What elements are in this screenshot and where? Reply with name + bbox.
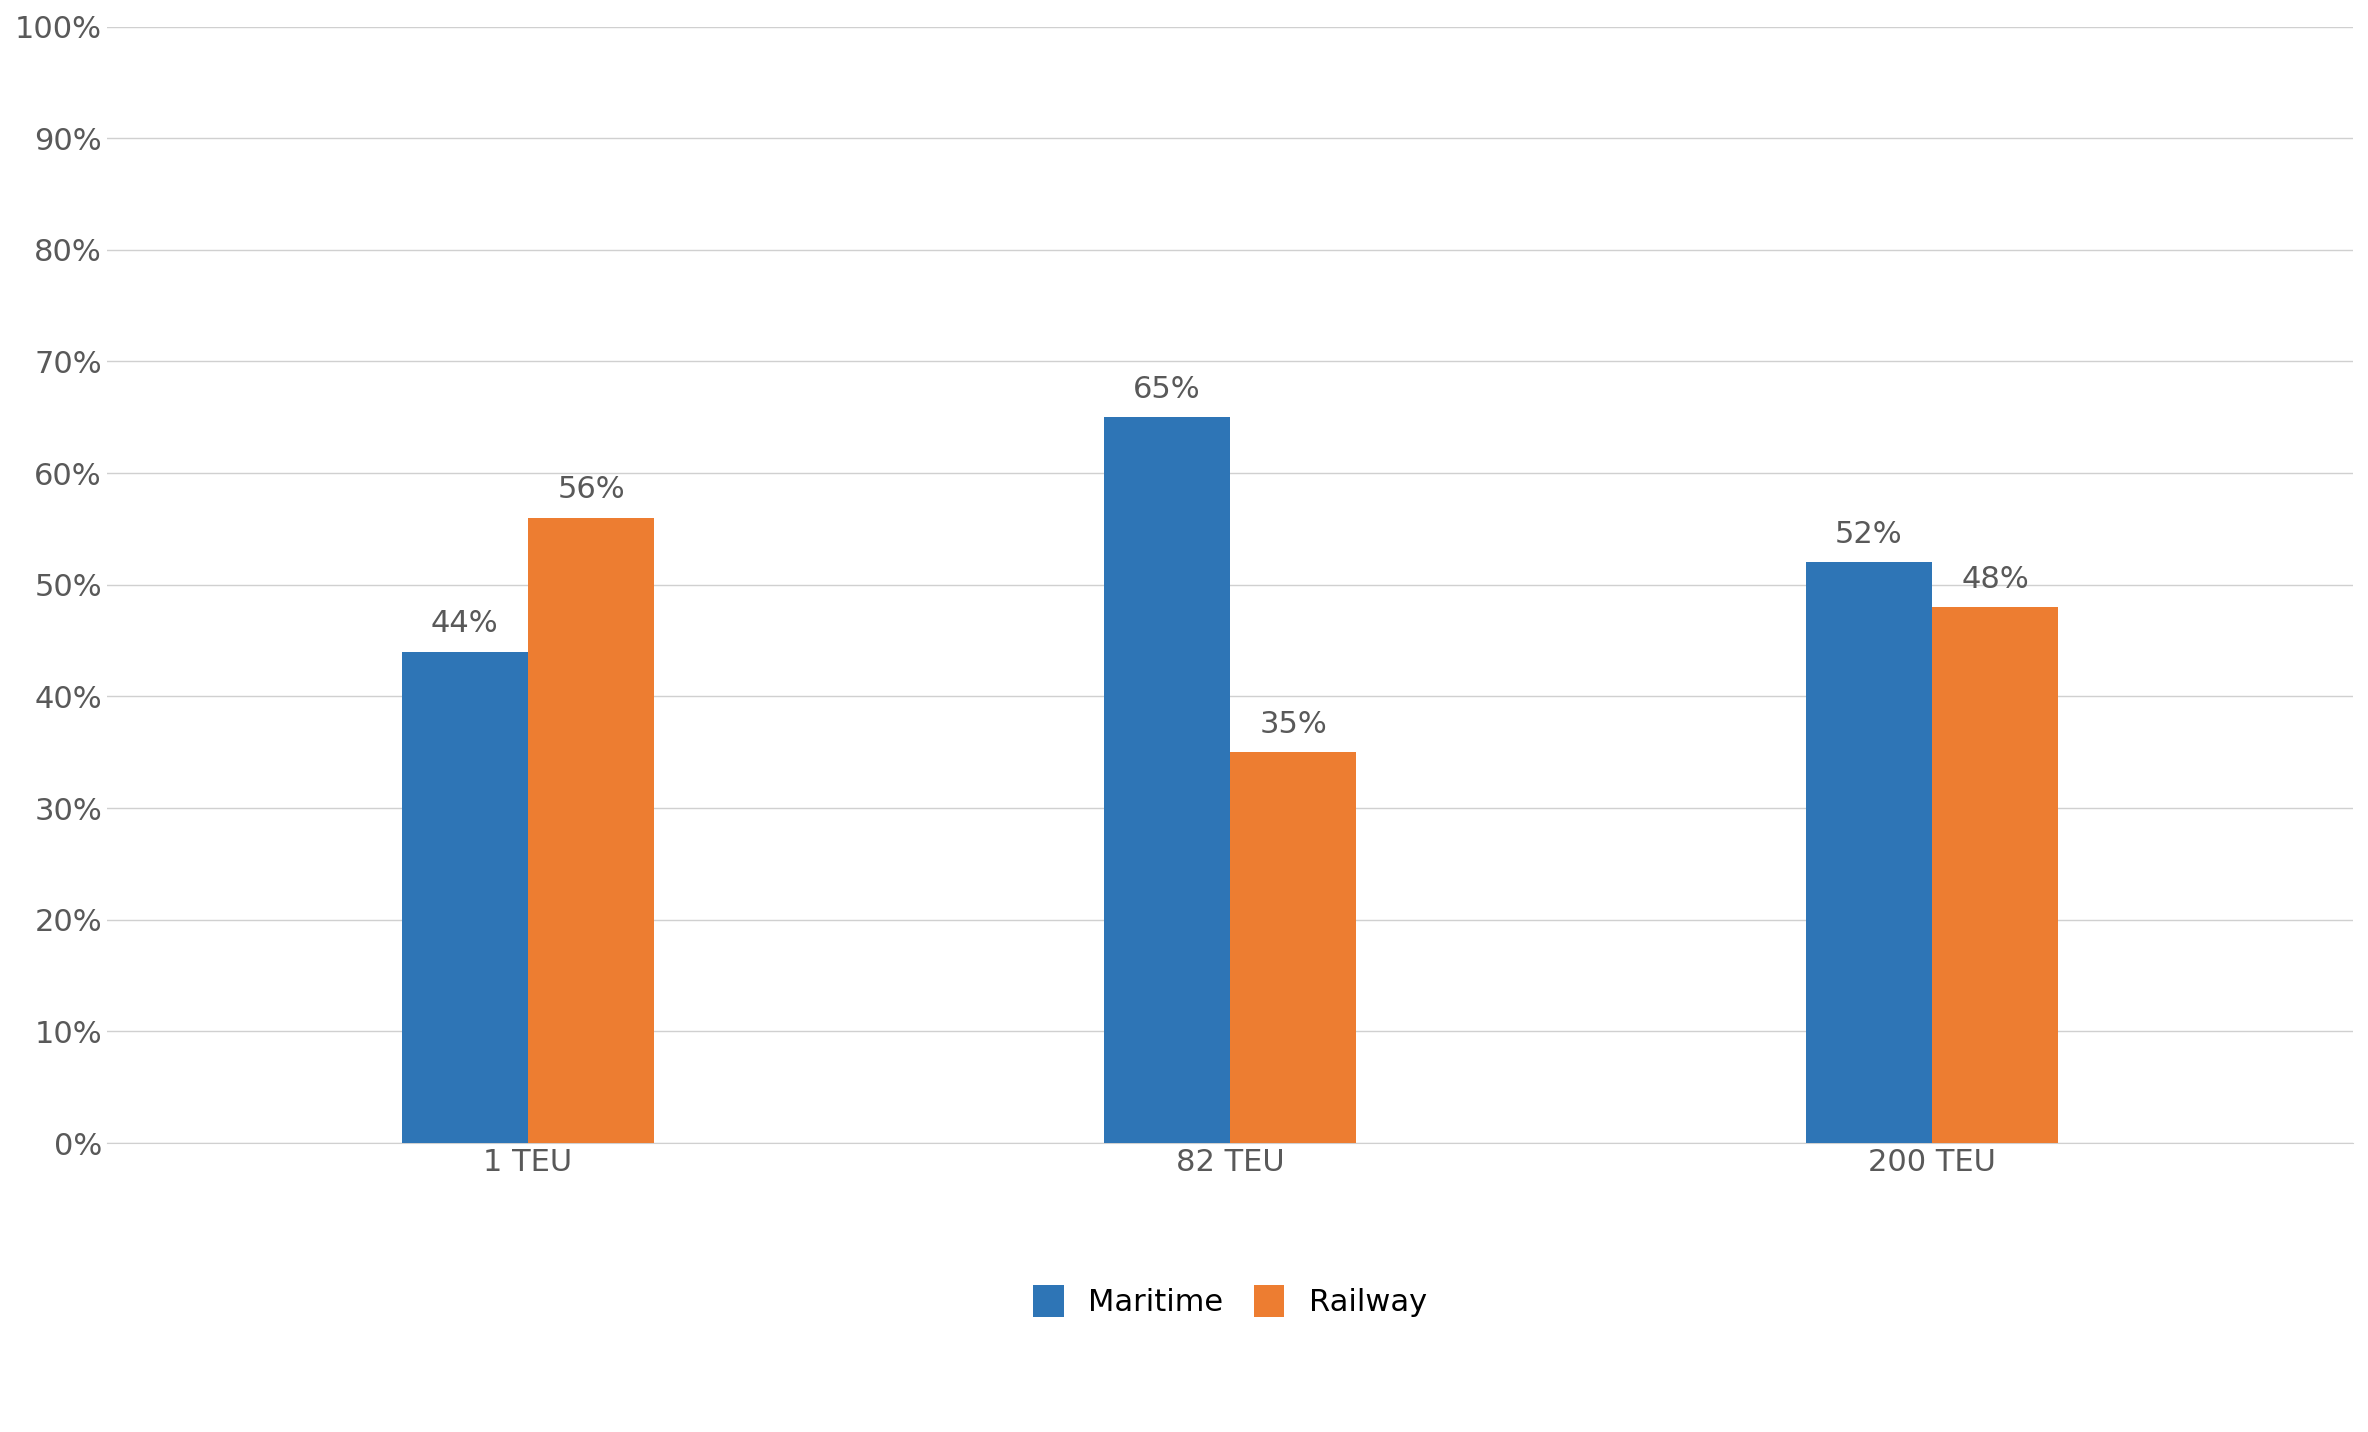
Text: 65%: 65% xyxy=(1132,375,1201,404)
Bar xyxy=(403,652,528,1143)
Legend: Maritime, Railway: Maritime, Railway xyxy=(1018,1270,1442,1332)
Text: 48%: 48% xyxy=(1961,564,2029,594)
Text: 44%: 44% xyxy=(431,610,500,639)
Bar xyxy=(1103,417,1229,1143)
Bar xyxy=(1804,563,1932,1143)
Bar xyxy=(1229,752,1357,1143)
Bar xyxy=(528,518,654,1143)
Bar xyxy=(1932,607,2058,1143)
Text: 52%: 52% xyxy=(1835,520,1902,548)
Text: 35%: 35% xyxy=(1260,710,1326,739)
Text: 56%: 56% xyxy=(556,475,625,504)
